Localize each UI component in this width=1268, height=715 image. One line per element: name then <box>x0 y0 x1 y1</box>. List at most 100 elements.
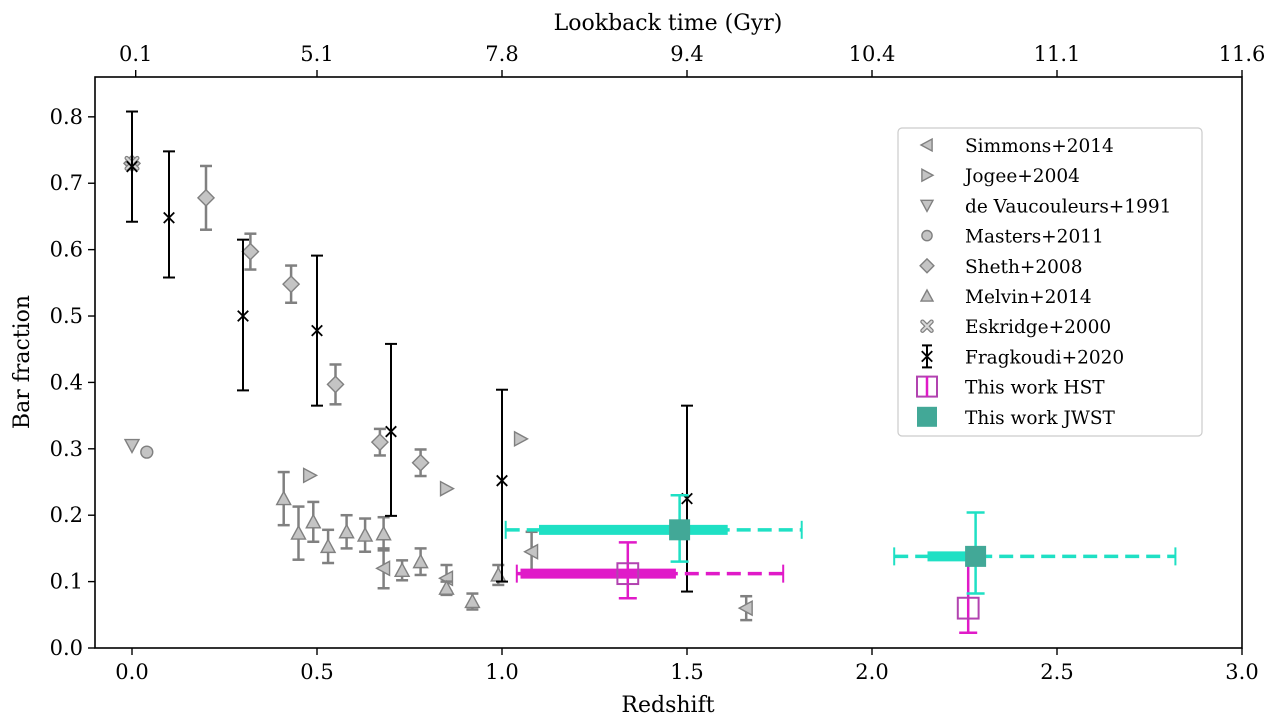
data-point <box>319 537 337 554</box>
data-point <box>237 310 249 322</box>
y-tick-label: 0.6 <box>50 238 83 262</box>
data-point <box>411 453 430 472</box>
data-point <box>616 562 640 586</box>
y-tick-label: 0.4 <box>50 370 83 394</box>
legend-label: Eskridge+2000 <box>965 317 1111 338</box>
data-point <box>282 275 301 294</box>
legend-item: This work JWST <box>917 406 1116 429</box>
data-point <box>338 523 355 539</box>
data-point <box>919 288 935 302</box>
legend-label: This work JWST <box>965 408 1116 429</box>
series-fragkoudi-2020 <box>126 110 693 593</box>
data-point <box>737 599 753 617</box>
data-point <box>919 257 935 274</box>
x-tick-label: 1.5 <box>670 660 703 684</box>
data-point <box>290 524 307 540</box>
data-point <box>921 168 935 183</box>
x-tick-label: 0.0 <box>115 660 148 684</box>
top-tick-label: 7.8 <box>485 42 518 66</box>
top-tick-label: 9.4 <box>670 42 703 66</box>
legend-label: Fragkoudi+2020 <box>965 347 1124 368</box>
legend-label: de Vaucouleurs+1991 <box>965 196 1171 217</box>
legend-label: Melvin+2014 <box>965 287 1092 308</box>
data-point <box>305 513 322 529</box>
data-point <box>490 566 507 582</box>
data-point <box>956 596 980 620</box>
data-point <box>375 525 392 541</box>
top-tick-label: 11.1 <box>1034 42 1081 66</box>
x-tick-label: 2.0 <box>855 660 888 684</box>
data-point <box>140 445 154 459</box>
plot-frame <box>94 76 1243 649</box>
legend-box <box>897 127 1203 437</box>
legend-marker <box>917 406 937 427</box>
y-tick-label: 0.3 <box>50 437 83 461</box>
data-point <box>196 188 216 207</box>
series-jogee-2004 <box>302 430 529 497</box>
legend-item: Fragkoudi+2020 <box>921 344 1124 369</box>
legend-item: Melvin+2014 <box>919 287 1092 308</box>
data-point <box>965 545 987 567</box>
top-tick-label: 10.4 <box>849 42 896 66</box>
data-layer <box>122 110 1177 634</box>
data-point <box>385 425 397 438</box>
legend-label: Masters+2011 <box>965 227 1104 248</box>
y-tick-label: 0.1 <box>50 570 83 594</box>
top-tick-label: 11.6 <box>1219 42 1266 66</box>
data-point-inner <box>921 320 933 332</box>
legend-label: Jogee+2004 <box>963 166 1080 187</box>
legend-label: Simmons+2014 <box>965 136 1114 157</box>
data-point <box>163 211 175 224</box>
data-point <box>123 438 141 454</box>
data-point <box>919 137 933 153</box>
data-point <box>375 560 391 577</box>
y-tick-label: 0.7 <box>50 171 83 195</box>
legend-label: Sheth+2008 <box>965 257 1082 278</box>
series-de-vaucouleurs-1991 <box>123 438 141 454</box>
data-point <box>513 430 529 448</box>
y-tick-label: 0.5 <box>50 304 83 328</box>
legend-item: Sheth+2008 <box>919 257 1082 278</box>
data-point <box>356 526 374 542</box>
axes-layer: 0.0 0.5 1.0 1.5 2.0 2.5 3.0 0.0 0.1 0.2 0.3 0.4 0.5 0… <box>50 42 1266 684</box>
data-point <box>275 490 292 506</box>
data-point <box>126 160 138 173</box>
data-point <box>241 242 260 261</box>
legend: Simmons+2014 Jogee+2004 de Vaucouleurs+199… <box>897 127 1203 437</box>
data-point <box>326 375 345 394</box>
data-point <box>311 324 323 337</box>
top-tick-label: 5.1 <box>300 42 333 66</box>
legend-item: Jogee+2004 <box>921 166 1080 187</box>
legend-label: This work HST <box>965 378 1105 399</box>
top-axis-label: Lookback time (Gyr) <box>554 11 783 36</box>
data-point <box>438 579 455 595</box>
legend-item: This work HST <box>916 375 1105 399</box>
data-point <box>496 474 508 487</box>
data-point <box>921 229 933 242</box>
data-point <box>464 593 481 609</box>
data-point <box>669 519 691 541</box>
x-tick-label: 1.0 <box>485 660 518 684</box>
x-tick-label: 0.5 <box>300 660 333 684</box>
data-point <box>523 543 539 560</box>
y-tick-label: 0.2 <box>50 503 83 527</box>
legend-item: Simmons+2014 <box>919 136 1114 157</box>
series-sheth-2008 <box>122 154 430 478</box>
series-this-work-jwst <box>504 494 1177 595</box>
x-tick-label: 3.0 <box>1225 660 1258 684</box>
series-this-work-hst <box>515 541 980 634</box>
legend-item: de Vaucouleurs+1991 <box>919 196 1171 217</box>
legend-item: Masters+2011 <box>921 227 1104 248</box>
x-axis-label: Redshift <box>621 693 714 715</box>
series-masters-2011 <box>140 445 154 459</box>
y-tick-label: 0.8 <box>50 105 83 129</box>
data-point <box>302 467 319 484</box>
series-melvin-2014 <box>275 470 507 611</box>
y-tick-label: 0.0 <box>50 636 83 660</box>
data-point <box>919 199 935 213</box>
top-tick-label: 0.1 <box>119 42 152 66</box>
x-tick-label: 2.5 <box>1040 660 1073 684</box>
data-point <box>393 561 411 577</box>
y-axis-label: Bar fraction <box>10 295 35 429</box>
